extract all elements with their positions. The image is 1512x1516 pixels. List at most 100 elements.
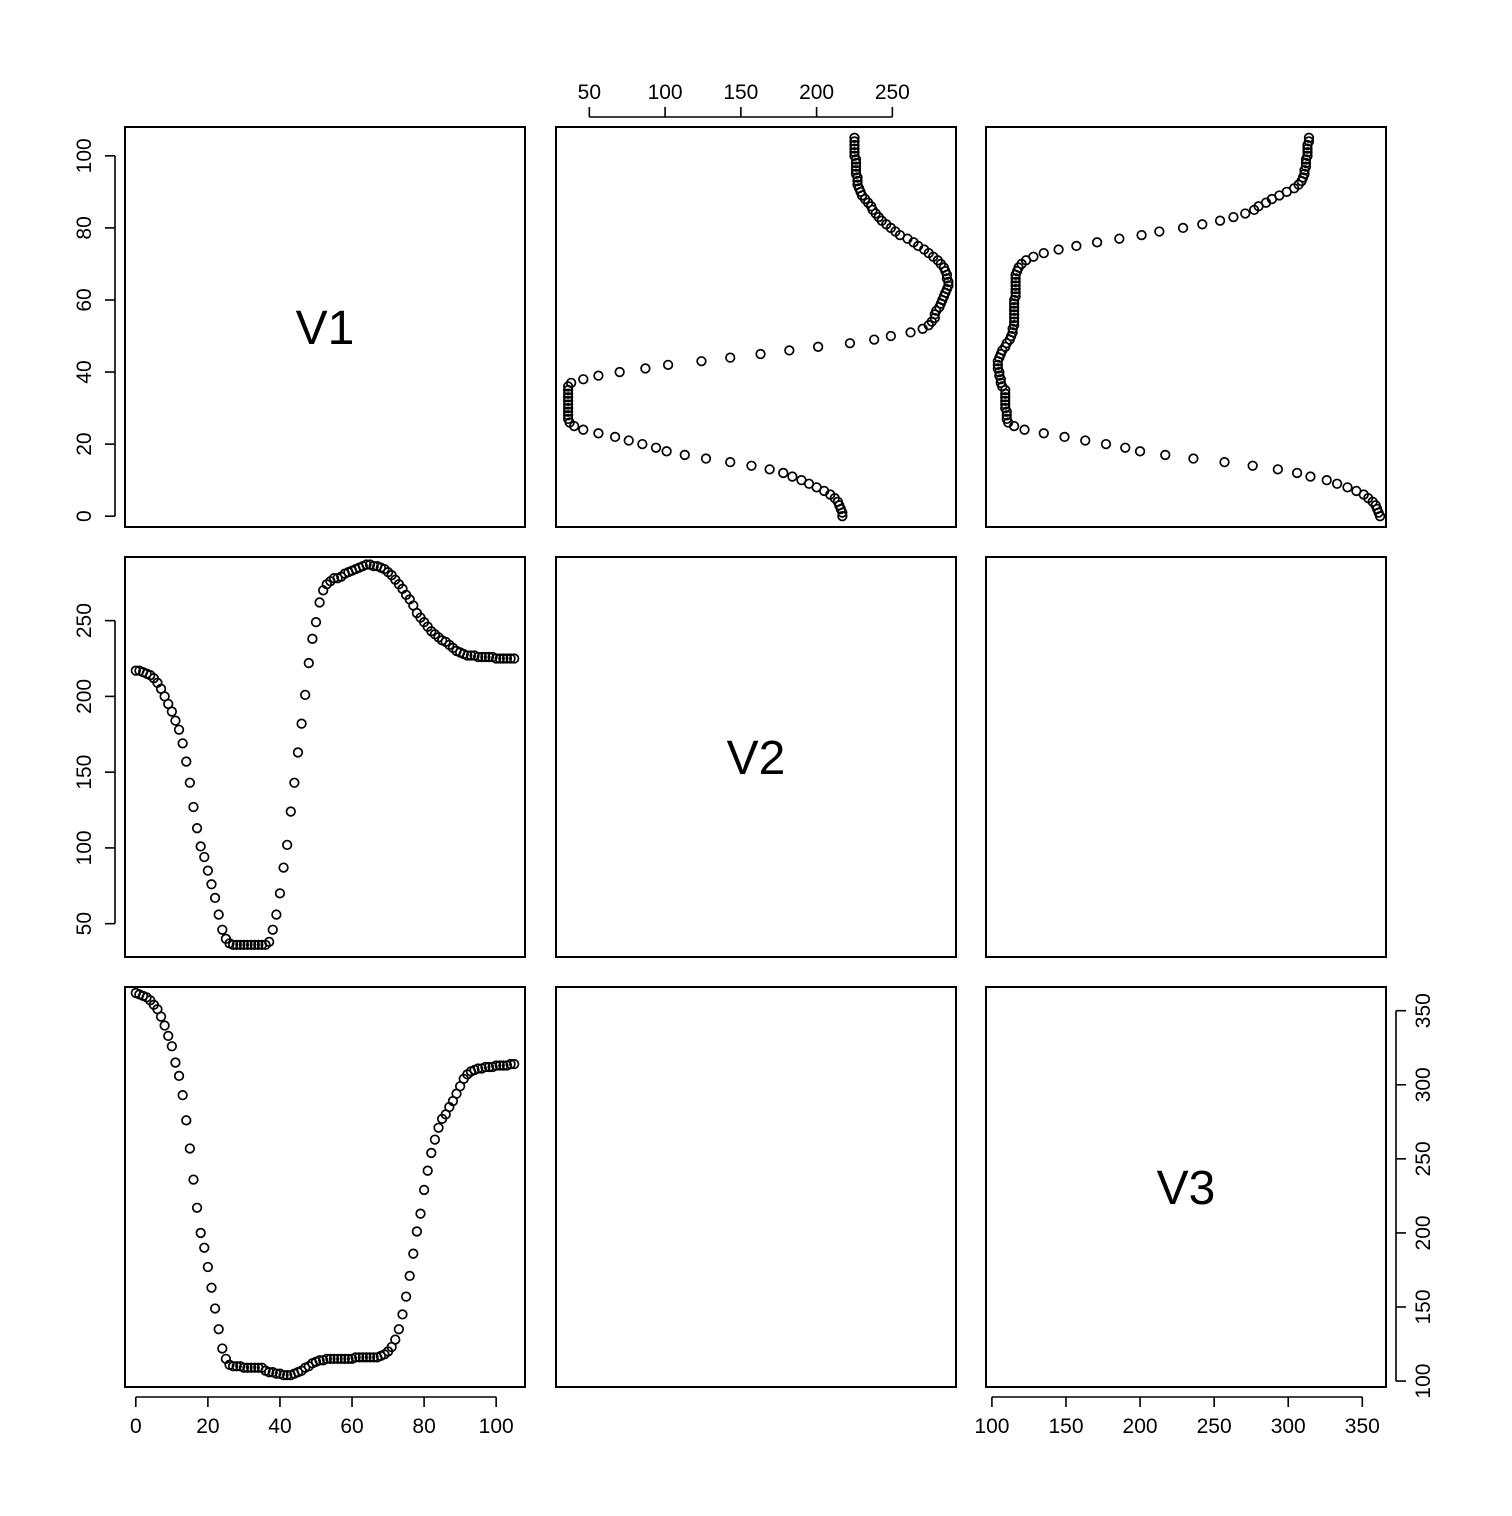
y-axis-tick-label-v3: 250 <box>1412 1141 1435 1176</box>
data-point-v3-vs-v1 <box>1188 453 1199 464</box>
data-point-v1-vs-v3 <box>397 1309 408 1320</box>
data-point-v2-vs-v1 <box>609 431 621 443</box>
data-point-v1-vs-v2 <box>209 892 221 904</box>
panel-frame-v1-v2 <box>555 126 957 528</box>
data-point-v2-vs-v1 <box>850 168 862 180</box>
panel-frame-v3-v2 <box>555 986 957 1388</box>
data-point-v3-vs-v1 <box>1080 435 1091 446</box>
data-point-v1-vs-v2 <box>177 738 188 749</box>
data-point-v1-vs-v3 <box>227 1361 239 1372</box>
data-point-v1-vs-v3 <box>231 1361 242 1372</box>
data-point-v3-vs-v1 <box>1303 132 1315 143</box>
data-point-v1-vs-v2 <box>476 651 487 663</box>
data-point-v1-vs-v2 <box>300 689 311 701</box>
data-point-v2-vs-v1 <box>578 424 589 435</box>
data-point-v1-vs-v3 <box>408 1248 419 1259</box>
data-point-v1-vs-v2 <box>217 924 228 935</box>
x-axis-tick-label-v2: 100 <box>648 81 683 104</box>
data-point-v3-vs-v1 <box>992 359 1003 370</box>
data-point-v2-vs-v1 <box>852 179 863 190</box>
data-point-v3-vs-v1 <box>1010 273 1021 284</box>
variable-name-v2: V2 <box>727 732 786 785</box>
data-point-v1-vs-v2 <box>361 559 372 570</box>
data-point-v1-vs-v2 <box>235 939 246 951</box>
x-axis-tick-label-v1: 20 <box>196 1415 219 1438</box>
data-point-v1-vs-v2 <box>303 657 314 669</box>
data-point-v2-vs-v1 <box>562 399 574 410</box>
y-axis-tick-label-v1: 20 <box>73 432 96 455</box>
data-point-v3-vs-v1 <box>1009 298 1020 309</box>
data-point-v2-vs-v1 <box>614 366 625 378</box>
data-point-v1-vs-v2 <box>498 653 509 664</box>
x-axis-tick-label-v2: 200 <box>799 81 834 104</box>
data-point-v1-vs-v3 <box>249 1362 260 1373</box>
data-point-v3-vs-v1 <box>1331 478 1343 489</box>
data-point-v1-vs-v3 <box>426 1147 437 1159</box>
data-point-v1-vs-v2 <box>483 651 495 663</box>
data-point-v1-vs-v3 <box>390 1334 401 1345</box>
y-axis-tick-label-v3: 300 <box>1412 1067 1435 1102</box>
data-point-v3-vs-v1 <box>1305 471 1316 482</box>
data-point-v2-vs-v1 <box>849 132 860 143</box>
data-point-v1-vs-v3 <box>166 1041 178 1052</box>
data-point-v1-vs-v2 <box>166 706 178 717</box>
y-axis-tick-label-v2: 50 <box>73 912 96 935</box>
data-point-v3-vs-v1 <box>1160 449 1171 461</box>
data-point-v3-vs-v1 <box>1247 460 1258 471</box>
x-axis-tick-label-v1: 40 <box>268 1415 291 1438</box>
data-point-v3-vs-v1 <box>1136 229 1147 241</box>
data-point-v3-vs-v1 <box>1214 215 1226 226</box>
points-layer <box>130 132 1386 1381</box>
y-axis-tick-label-v2: 100 <box>73 830 96 865</box>
data-point-v1-vs-v3 <box>433 1122 444 1133</box>
data-point-v3-vs-v1 <box>1000 402 1011 414</box>
data-point-v1-vs-v2 <box>206 879 217 890</box>
data-point-v1-vs-v2 <box>282 839 293 851</box>
data-point-v1-vs-v3 <box>209 1303 221 1314</box>
data-point-v1-vs-v3 <box>429 1134 441 1145</box>
data-point-v3-vs-v1 <box>1272 464 1283 475</box>
data-point-v3-vs-v1 <box>1197 219 1208 230</box>
x-axis-tick-label-v3: 350 <box>1345 1415 1380 1438</box>
data-point-v2-vs-v1 <box>796 475 807 486</box>
data-point-v3-vs-v1 <box>1154 226 1165 237</box>
data-point-v1-vs-v2 <box>292 747 304 758</box>
data-point-v1-vs-v3 <box>494 1060 505 1071</box>
y-axis-tick-label-v3: 350 <box>1412 993 1435 1028</box>
data-point-v2-vs-v1 <box>562 413 574 425</box>
data-point-v1-vs-v2 <box>170 715 181 726</box>
data-point-v1-vs-v2 <box>494 653 505 664</box>
data-point-v1-vs-v3 <box>206 1282 217 1293</box>
data-point-v1-vs-v2 <box>473 651 484 663</box>
x-axis-tick-label-v3: 100 <box>974 1415 1009 1438</box>
data-point-v3-vs-v1 <box>1299 168 1310 180</box>
data-point-v3-vs-v1 <box>1010 291 1021 302</box>
data-point-v1-vs-v3 <box>325 1353 336 1364</box>
panel-frame-v2-v3 <box>985 556 1387 958</box>
data-point-v2-vs-v1 <box>869 334 880 345</box>
data-point-v2-vs-v1 <box>850 165 862 176</box>
panel-frame-v2-v2 <box>555 556 957 958</box>
data-point-v3-vs-v1 <box>1000 399 1011 410</box>
data-point-v3-vs-v1 <box>1001 410 1012 421</box>
axes-layer <box>105 107 1406 1407</box>
data-point-v2-vs-v1 <box>885 330 896 342</box>
data-point-v3-vs-v1 <box>1091 237 1103 248</box>
data-point-v1-vs-v2 <box>245 939 257 951</box>
data-point-v3-vs-v1 <box>1302 147 1313 158</box>
data-point-v3-vs-v1 <box>1351 485 1362 497</box>
y-axis-tick-label-v1: 40 <box>73 360 96 383</box>
data-point-v1-vs-v2 <box>231 939 242 951</box>
data-point-v1-vs-v2 <box>199 851 210 863</box>
data-point-v1-vs-v2 <box>465 650 477 661</box>
data-point-v1-vs-v3 <box>505 1058 516 1070</box>
data-point-v2-vs-v1 <box>662 359 674 370</box>
data-point-v1-vs-v3 <box>336 1353 347 1364</box>
data-point-v2-vs-v1 <box>700 453 712 464</box>
data-point-v3-vs-v1 <box>1302 143 1313 154</box>
data-point-v1-vs-v3 <box>328 1353 340 1364</box>
data-point-v1-vs-v3 <box>332 1353 343 1364</box>
panel-frame-v1-v3 <box>985 126 1387 528</box>
variable-name-v1: V1 <box>296 302 355 355</box>
data-point-v3-vs-v1 <box>1038 247 1049 259</box>
